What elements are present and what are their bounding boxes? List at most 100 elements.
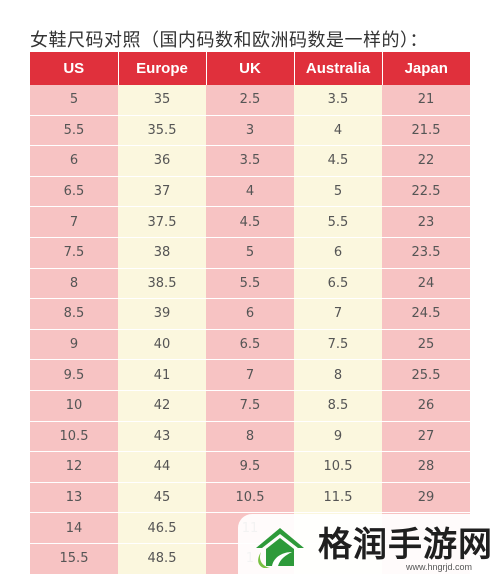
cell-us: 13 <box>30 482 118 514</box>
cell-uk: 9.5 <box>206 451 294 483</box>
cell-australia: 6.5 <box>294 268 382 300</box>
cell-us: 10 <box>30 390 118 422</box>
cell-japan: 29 <box>382 482 470 514</box>
cell-japan: 22.5 <box>382 176 470 208</box>
table-row: 6.5 37 4 5 22.5 <box>30 176 470 208</box>
cell-uk: 5 <box>206 237 294 269</box>
cell-europe: 48.5 <box>118 543 206 575</box>
table-row: 7.5 38 5 6 23.5 <box>30 237 470 269</box>
cell-japan: 23.5 <box>382 237 470 269</box>
table-body: 5 35 2.5 3.5 21 5.5 35.5 3 4 21.5 6 36 3.5 4.5 22 6.5 37… <box>30 85 470 575</box>
house-logo-icon <box>256 528 304 568</box>
cell-japan: 21.5 <box>382 115 470 147</box>
cell-us: 5 <box>30 85 118 116</box>
table-row: 9 40 6.5 7.5 25 <box>30 329 470 361</box>
table-row: 10.5 43 8 9 27 <box>30 421 470 453</box>
table-row: 5.5 35.5 3 4 21.5 <box>30 115 470 147</box>
cell-japan: 24.5 <box>382 298 470 330</box>
cell-europe: 46.5 <box>118 512 206 544</box>
cell-australia: 5 <box>294 176 382 208</box>
shoe-size-table: US Europe UK Australia Japan 5 35 2.5 3.5 21… <box>30 52 470 575</box>
cell-japan: 21 <box>382 85 470 116</box>
cell-australia: 8 <box>294 359 382 391</box>
cell-japan: 23 <box>382 206 470 238</box>
cell-australia: 9 <box>294 421 382 453</box>
cell-japan: 26 <box>382 390 470 422</box>
cell-uk: 3.5 <box>206 145 294 177</box>
table-row: 6 36 3.5 4.5 22 <box>30 145 470 177</box>
cell-uk: 6 <box>206 298 294 330</box>
cell-europe: 39 <box>118 298 206 330</box>
cell-uk: 8 <box>206 421 294 453</box>
cell-europe: 45 <box>118 482 206 514</box>
cell-uk: 7 <box>206 359 294 391</box>
cell-uk: 5.5 <box>206 268 294 300</box>
cell-us: 5.5 <box>30 115 118 147</box>
cell-europe: 36 <box>118 145 206 177</box>
column-header-australia: Australia <box>294 52 383 85</box>
page-title: 女鞋尺码对照（国内码数和欧洲码数是一样的）： <box>30 30 428 51</box>
table-row: 5 35 2.5 3.5 21 <box>30 85 470 116</box>
cell-us: 7.5 <box>30 237 118 269</box>
cell-europe: 41 <box>118 359 206 391</box>
watermark-url: www.hngrjd.com <box>406 562 473 572</box>
cell-japan: 24 <box>382 268 470 300</box>
cell-uk: 4 <box>206 176 294 208</box>
table-row: 8.5 39 6 7 24.5 <box>30 298 470 330</box>
table-row: 7 37.5 4.5 5.5 23 <box>30 206 470 238</box>
cell-uk: 10.5 <box>206 482 294 514</box>
cell-uk: 3 <box>206 115 294 147</box>
cell-us: 10.5 <box>30 421 118 453</box>
table-header-row: US Europe UK Australia Japan <box>30 52 470 85</box>
cell-us: 7 <box>30 206 118 238</box>
cell-europe: 43 <box>118 421 206 453</box>
cell-uk: 2.5 <box>206 85 294 116</box>
table-row: 12 44 9.5 10.5 28 <box>30 451 470 483</box>
cell-europe: 42 <box>118 390 206 422</box>
column-header-europe: Europe <box>118 52 207 85</box>
cell-australia: 4 <box>294 115 382 147</box>
cell-uk: 6.5 <box>206 329 294 361</box>
cell-japan: 22 <box>382 145 470 177</box>
cell-australia: 10.5 <box>294 451 382 483</box>
column-header-uk: UK <box>206 52 295 85</box>
cell-australia: 11.5 <box>294 482 382 514</box>
cell-europe: 35 <box>118 85 206 116</box>
cell-us: 6.5 <box>30 176 118 208</box>
cell-us: 6 <box>30 145 118 177</box>
cell-australia: 8.5 <box>294 390 382 422</box>
cell-uk: 7.5 <box>206 390 294 422</box>
cell-australia: 5.5 <box>294 206 382 238</box>
cell-australia: 7 <box>294 298 382 330</box>
cell-japan: 25 <box>382 329 470 361</box>
watermark-brand-text: 格润手游网 <box>318 525 493 565</box>
cell-japan: 25.5 <box>382 359 470 391</box>
cell-europe: 35.5 <box>118 115 206 147</box>
table-row: 10 42 7.5 8.5 26 <box>30 390 470 422</box>
cell-australia: 3.5 <box>294 85 382 116</box>
cell-europe: 38 <box>118 237 206 269</box>
cell-uk: 4.5 <box>206 206 294 238</box>
cell-us: 8.5 <box>30 298 118 330</box>
cell-us: 15.5 <box>30 543 118 575</box>
table-row: 8 38.5 5.5 6.5 24 <box>30 268 470 300</box>
table-row: 9.5 41 7 8 25.5 <box>30 359 470 391</box>
cell-japan: 27 <box>382 421 470 453</box>
cell-us: 9 <box>30 329 118 361</box>
cell-europe: 37 <box>118 176 206 208</box>
cell-europe: 40 <box>118 329 206 361</box>
site-watermark: 格润手游网 www.hngrjd.com <box>238 514 500 579</box>
column-header-us: US <box>30 52 119 85</box>
cell-europe: 37.5 <box>118 206 206 238</box>
cell-japan: 28 <box>382 451 470 483</box>
cell-australia: 7.5 <box>294 329 382 361</box>
cell-europe: 44 <box>118 451 206 483</box>
cell-us: 14 <box>30 512 118 544</box>
cell-us: 8 <box>30 268 118 300</box>
cell-us: 12 <box>30 451 118 483</box>
cell-australia: 6 <box>294 237 382 269</box>
table-row: 13 45 10.5 11.5 29 <box>30 482 470 514</box>
cell-europe: 38.5 <box>118 268 206 300</box>
column-header-japan: Japan <box>382 52 470 85</box>
cell-australia: 4.5 <box>294 145 382 177</box>
